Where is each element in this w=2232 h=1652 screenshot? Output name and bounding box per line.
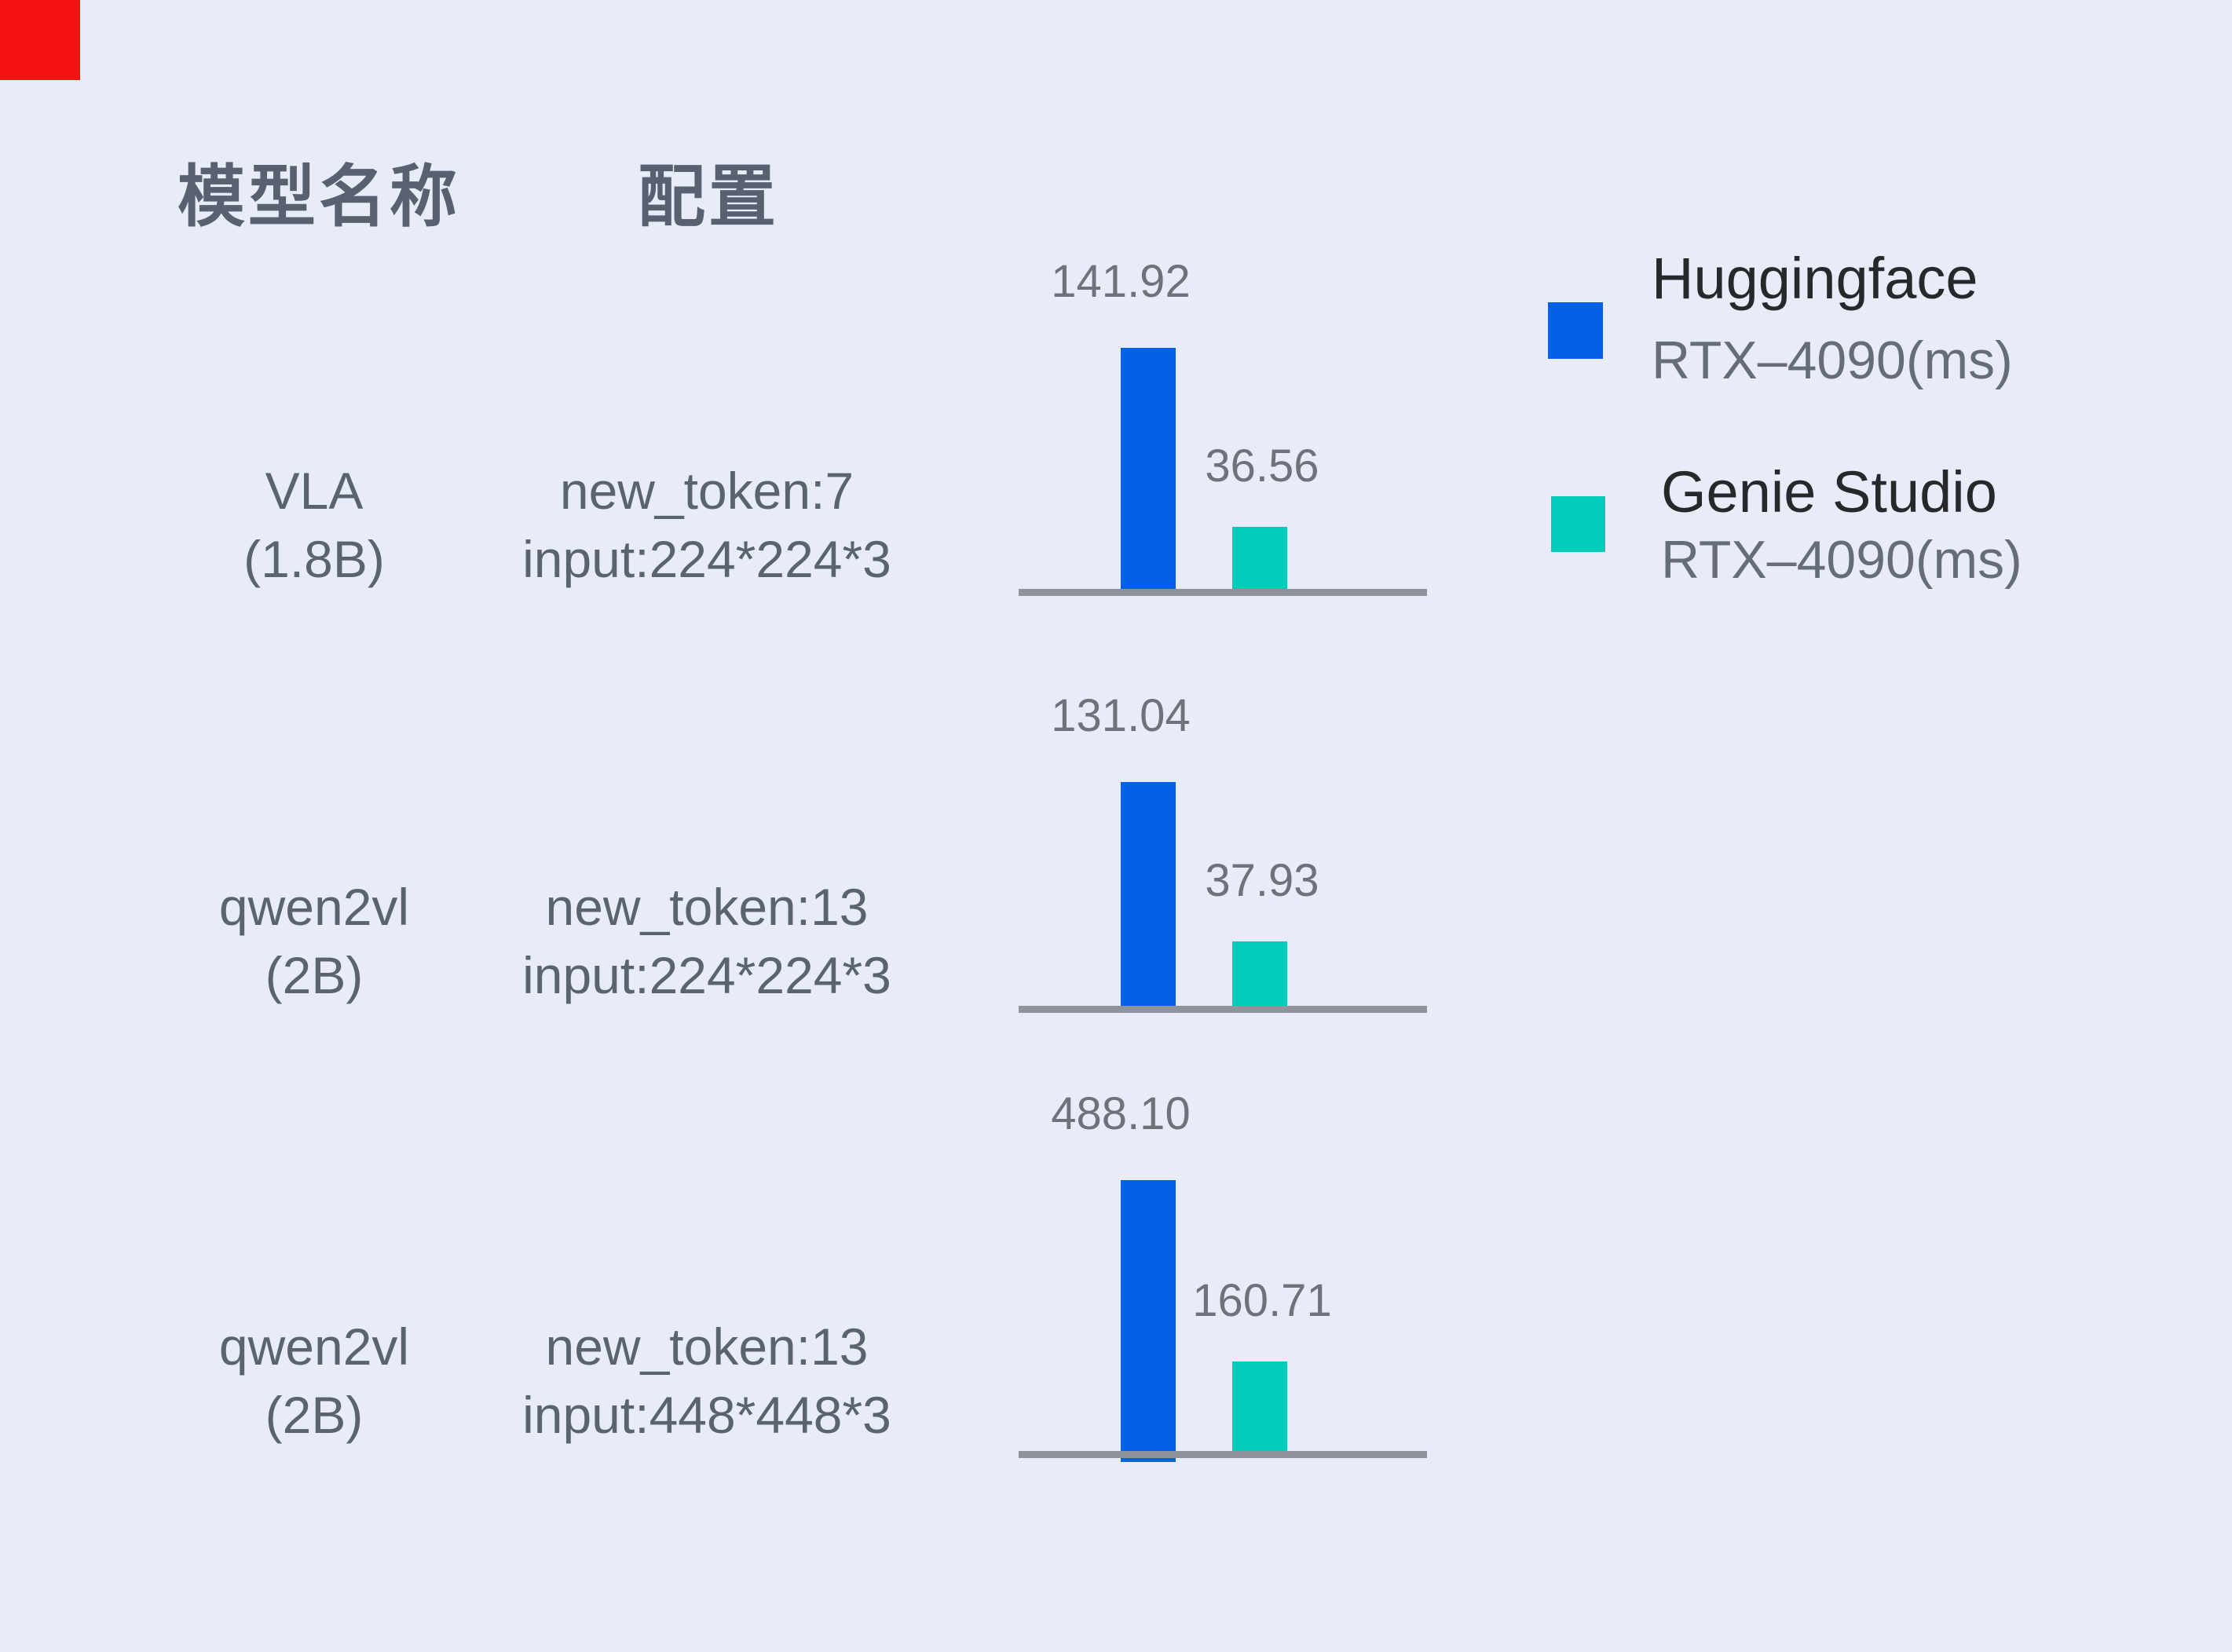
config-line2: input:448*448*3 (522, 1386, 891, 1444)
value-label-genie-studio: 160.71 (1192, 1275, 1332, 1326)
model-name-line2: (2B) (265, 946, 364, 1004)
value-label-huggingface: 141.92 (1051, 256, 1191, 307)
config-line2: input:224*224*3 (522, 530, 891, 588)
model-name-cell: qwen2vl (2B) (192, 873, 436, 1010)
bar-huggingface (1121, 348, 1176, 589)
config-line1: new_token:7 (559, 462, 854, 520)
config-line2: input:224*224*3 (522, 946, 891, 1004)
axis-baseline (1019, 589, 1427, 596)
config-line1: new_token:13 (545, 1318, 869, 1376)
bar-genie-studio (1232, 527, 1287, 589)
legend-swatch-genie-studio (1551, 496, 1605, 552)
model-name-line2: (1.8B) (243, 530, 385, 588)
legend-swatch-huggingface (1548, 302, 1603, 359)
legend-sublabel-huggingface: RTX–4090(ms) (1652, 331, 2013, 390)
config-cell: new_token:13 input:224*224*3 (503, 873, 911, 1010)
red-corner-marker (0, 0, 80, 80)
column-header-model-name: 模型名称 (177, 159, 460, 235)
axis-baseline (1019, 1451, 1427, 1458)
bar-group-row3: 488.10 160.71 (1019, 1091, 1427, 1498)
value-label-genie-studio: 36.56 (1205, 440, 1319, 492)
config-cell: new_token:13 input:448*448*3 (503, 1313, 911, 1449)
bar-group-row1: 141.92 36.56 (1019, 259, 1427, 636)
value-label-huggingface: 488.10 (1051, 1088, 1191, 1139)
axis-baseline (1019, 1006, 1427, 1013)
bar-genie-studio (1232, 941, 1287, 1006)
legend-sublabel-genie-studio: RTX–4090(ms) (1661, 530, 2022, 590)
bar-group-row2: 131.04 37.93 (1019, 676, 1427, 1053)
model-name-line1: qwen2vl (218, 878, 410, 936)
bar-huggingface (1121, 782, 1176, 1006)
bar-genie-studio (1232, 1361, 1287, 1451)
model-name-line1: qwen2vl (218, 1318, 410, 1376)
model-name-cell: qwen2vl (2B) (192, 1313, 436, 1449)
model-name-line2: (2B) (265, 1386, 364, 1444)
legend-label-genie-studio: Genie Studio (1661, 459, 1997, 524)
value-label-huggingface: 131.04 (1051, 690, 1191, 741)
config-line1: new_token:13 (545, 878, 869, 936)
value-label-genie-studio: 37.93 (1205, 855, 1319, 906)
config-cell: new_token:7 input:224*224*3 (503, 457, 911, 594)
model-name-cell: VLA (1.8B) (192, 457, 436, 594)
legend-label-huggingface: Huggingface (1652, 246, 1978, 311)
model-name-line1: VLA (265, 462, 364, 520)
bar-huggingface (1121, 1180, 1176, 1462)
column-header-config: 配置 (638, 159, 779, 235)
